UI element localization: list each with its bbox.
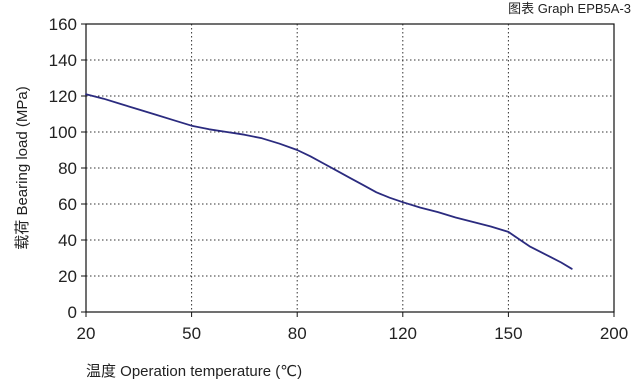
x-tick-label: 20: [77, 324, 96, 343]
chart-title: 图表 Graph EPB5A-3: [508, 1, 631, 16]
x-tick-label: 200: [600, 324, 628, 343]
y-tick-label: 160: [49, 15, 77, 34]
y-axis-label: 载荷 Bearing load (MPa): [14, 86, 31, 249]
y-tick-label: 140: [49, 51, 77, 70]
y-tick-label: 80: [58, 159, 77, 178]
x-tick-label: 50: [182, 324, 201, 343]
y-axis-ticks: 0 20 40 60 80 100 120 140 160: [49, 15, 86, 322]
y-tick-label: 100: [49, 123, 77, 142]
x-tick-label: 150: [494, 324, 522, 343]
grid-lines: [86, 24, 614, 312]
x-tick-label: 80: [288, 324, 307, 343]
series-line: [85, 93, 573, 270]
y-tick-label: 20: [58, 267, 77, 286]
x-axis-label: 温度 Operation temperature (℃): [86, 363, 302, 380]
x-axis-ticks: 20 50 80 120 150 200: [77, 312, 628, 343]
y-tick-label: 60: [58, 195, 77, 214]
y-tick-label: 0: [68, 303, 77, 322]
y-tick-label: 120: [49, 87, 77, 106]
y-tick-label: 40: [58, 231, 77, 250]
x-tick-label: 120: [389, 324, 417, 343]
